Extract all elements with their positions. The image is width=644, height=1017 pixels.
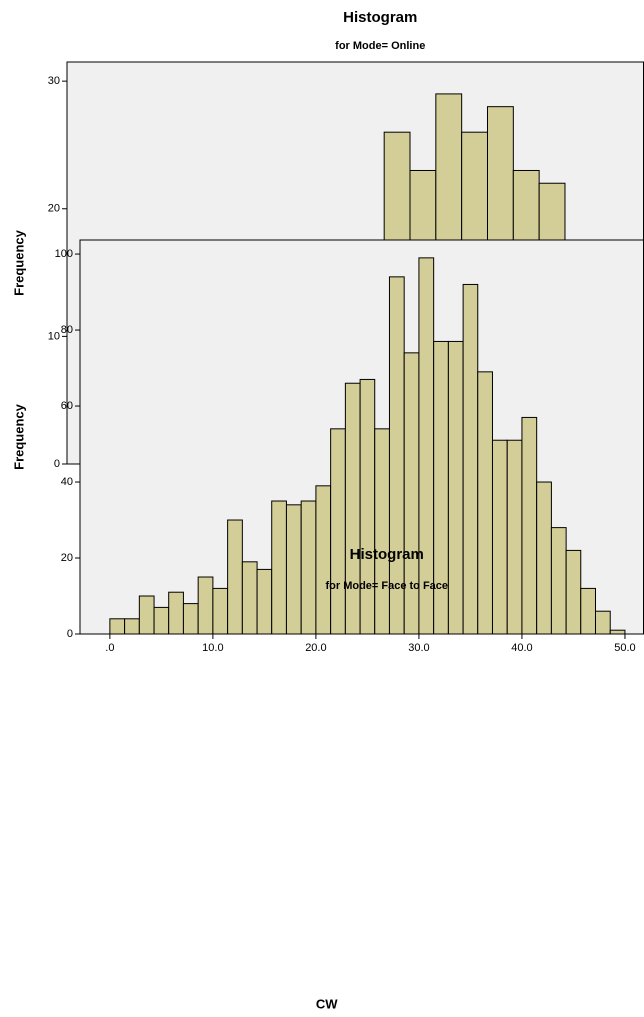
- bar: [241, 561, 258, 635]
- y-tick-label: 20: [48, 203, 60, 215]
- chart-title: Histogram: [343, 9, 417, 26]
- bar: [580, 587, 596, 635]
- x-tick-label: 30.0: [408, 642, 429, 654]
- x-tick-label: 50.0: [614, 642, 635, 654]
- y-tick-label: 10: [48, 330, 60, 342]
- bar: [256, 568, 273, 635]
- y-axis-label: Frequency: [11, 229, 26, 296]
- bar: [594, 610, 611, 635]
- x-tick-label: .0: [105, 642, 114, 654]
- bar: [138, 595, 155, 635]
- bar: [565, 549, 582, 635]
- y-tick-label: 60: [61, 400, 73, 412]
- chart-title: Histogram: [350, 546, 424, 563]
- y-tick-label: 100: [55, 248, 73, 260]
- bar: [168, 591, 184, 635]
- bar: [124, 618, 140, 635]
- x-axis-label: CW: [316, 996, 338, 1011]
- bar: [491, 439, 508, 635]
- bar: [344, 382, 361, 635]
- bar: [330, 428, 346, 635]
- bar: [609, 629, 626, 635]
- x-tick-label: 10.0: [202, 642, 223, 654]
- bar: [109, 618, 126, 635]
- y-tick-label: 40: [61, 476, 73, 488]
- bar: [477, 371, 493, 635]
- bar: [418, 257, 435, 635]
- bar: [536, 481, 552, 635]
- x-tick-label: 20.0: [305, 642, 326, 654]
- bar: [447, 340, 464, 635]
- y-axis-label: Frequency: [11, 403, 26, 470]
- y-tick-label: 80: [61, 324, 73, 336]
- chart-subtitle: for Mode= Online: [335, 40, 425, 52]
- y-tick-label: 30: [48, 75, 60, 87]
- y-tick-label: 20: [61, 552, 73, 564]
- bar: [506, 439, 523, 635]
- y-tick-label: 0: [67, 628, 73, 640]
- chart-subtitle: for Mode= Face to Face: [325, 580, 448, 592]
- bar: [153, 606, 170, 635]
- bar: [550, 527, 567, 635]
- bar: [285, 504, 302, 635]
- bar: [227, 519, 243, 635]
- bar: [315, 485, 332, 635]
- bar: [271, 500, 287, 635]
- y-tick-label: 0: [54, 458, 60, 470]
- bar: [462, 283, 479, 635]
- x-tick-label: 40.0: [511, 642, 532, 654]
- bar: [521, 416, 538, 635]
- bar: [300, 500, 317, 635]
- bar: [182, 603, 199, 635]
- bar: [359, 378, 376, 635]
- bar: [374, 428, 390, 635]
- bar: [212, 587, 229, 635]
- bar: [197, 576, 214, 635]
